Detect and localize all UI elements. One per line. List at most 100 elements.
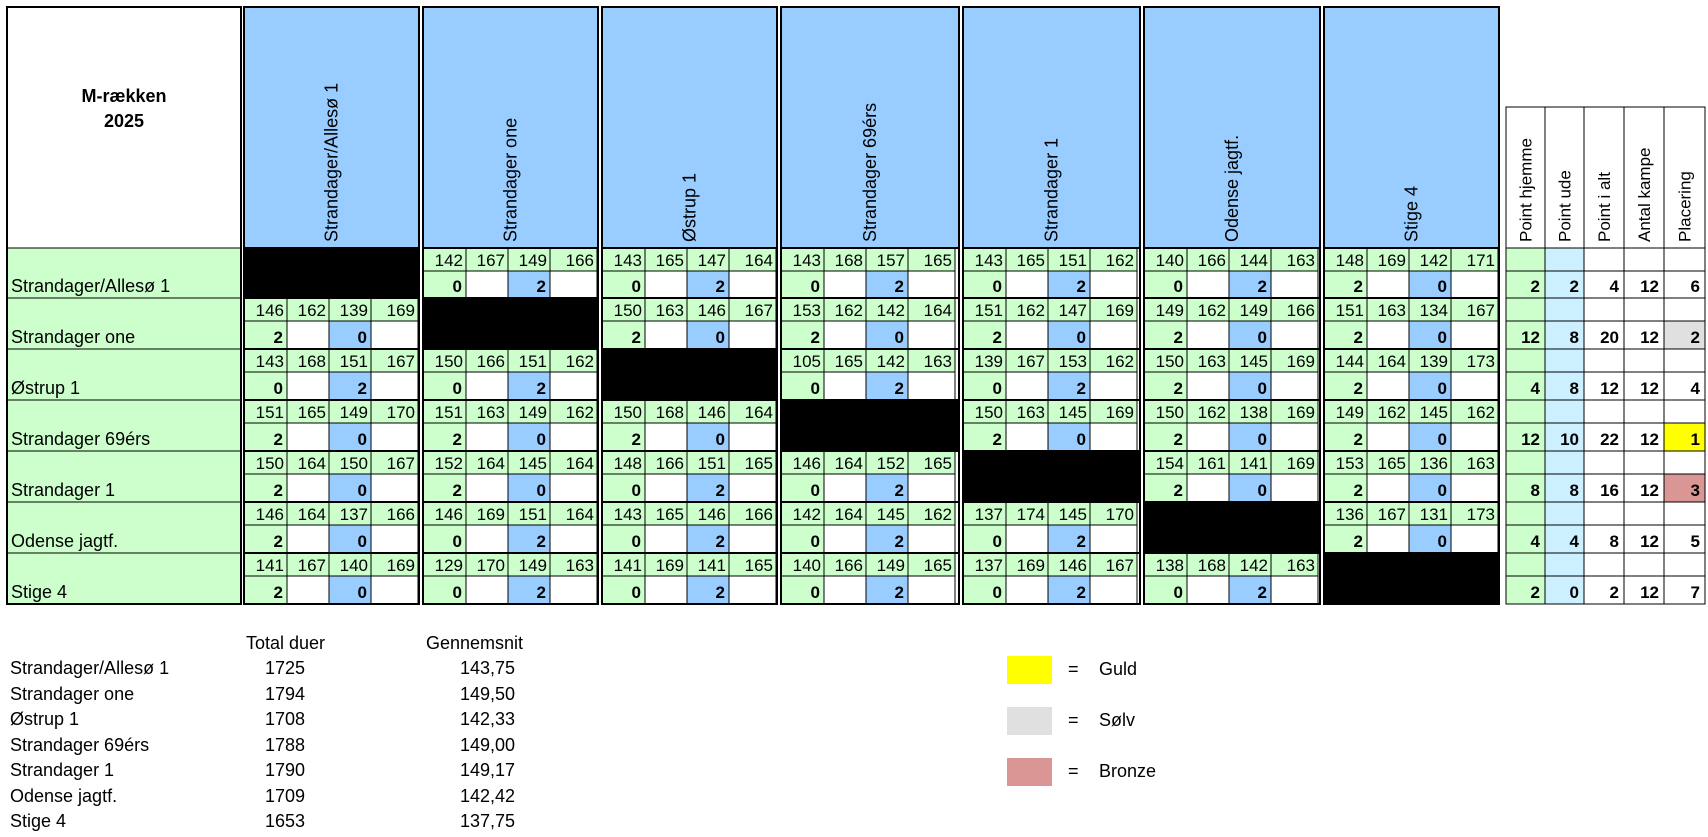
summary-cell xyxy=(1583,473,1625,503)
total-points: 4 xyxy=(1610,277,1620,296)
score-value: 137 xyxy=(975,505,1003,524)
score-value: 140 xyxy=(1156,251,1184,270)
home-point-value: 2 xyxy=(1174,481,1183,500)
away-point-value: 2 xyxy=(1258,277,1267,296)
away-point-value: 2 xyxy=(1258,583,1267,602)
score-value: 146 xyxy=(1059,556,1087,575)
point-cell xyxy=(1270,422,1319,452)
point-cell xyxy=(1450,270,1499,299)
score-value: 151 xyxy=(698,454,726,473)
home-point-value: 2 xyxy=(811,328,820,347)
point-cell xyxy=(286,524,330,554)
score-value: 149 xyxy=(519,403,547,422)
home-point-value: 2 xyxy=(274,430,283,449)
score-value: 149 xyxy=(877,556,905,575)
home-point-value: 2 xyxy=(1354,379,1363,398)
score-value: 165 xyxy=(924,251,952,270)
away-points: 8 xyxy=(1570,328,1579,347)
summary-header-0 xyxy=(1505,106,1546,249)
score-value: 169 xyxy=(1017,556,1045,575)
home-points: 12 xyxy=(1521,328,1540,347)
score-value: 164 xyxy=(477,454,505,473)
score-value: 162 xyxy=(835,301,863,320)
match-block-border xyxy=(601,552,778,605)
score-value: 140 xyxy=(793,556,821,575)
score-value: 136 xyxy=(1336,505,1364,524)
score-value: 141 xyxy=(1240,454,1268,473)
score-value: 146 xyxy=(793,454,821,473)
point-cell xyxy=(422,575,467,605)
score-value: 166 xyxy=(835,556,863,575)
score-value: 150 xyxy=(1156,352,1184,371)
point-cell xyxy=(286,371,330,401)
home-point-value: 2 xyxy=(1174,328,1183,347)
away-point-value: 0 xyxy=(1258,379,1267,398)
score-value: 162 xyxy=(1106,251,1134,270)
score-value: 163 xyxy=(656,301,684,320)
score-value: 150 xyxy=(340,454,368,473)
score-value: 138 xyxy=(1240,403,1268,422)
home-point-value: 0 xyxy=(1174,277,1183,296)
score-value: 163 xyxy=(566,556,594,575)
score-value: 148 xyxy=(614,454,642,473)
score-value: 163 xyxy=(1198,352,1226,371)
stats-team-name: Østrup 1 xyxy=(10,709,80,729)
home-point-value: 2 xyxy=(1174,430,1183,449)
home-point-value: 2 xyxy=(274,481,283,500)
point-cell xyxy=(728,524,777,554)
match-block-border xyxy=(962,552,1141,605)
score-value: 148 xyxy=(1336,251,1364,270)
stats-team-name: Odense jagtf. xyxy=(10,785,118,806)
home-point-value: 0 xyxy=(274,379,283,398)
away-point-value: 0 xyxy=(1438,532,1447,551)
score-value: 164 xyxy=(835,454,863,473)
home-point-value: 2 xyxy=(1354,328,1363,347)
point-cell xyxy=(422,524,467,554)
away-point-value: 0 xyxy=(358,532,367,551)
away-point-value: 0 xyxy=(1438,277,1447,296)
home-points: 12 xyxy=(1521,430,1540,449)
away-point-value: 2 xyxy=(537,532,546,551)
summary-cell xyxy=(1544,524,1585,554)
score-value: 146 xyxy=(698,403,726,422)
stats-total: 1725 xyxy=(265,658,306,678)
score-value: 142 xyxy=(435,251,463,270)
placement-cell xyxy=(1663,473,1706,503)
score-value: 169 xyxy=(1287,454,1315,473)
score-value: 163 xyxy=(1378,301,1406,320)
point-cell xyxy=(549,270,598,299)
summary-cell xyxy=(1623,320,1665,350)
away-point-value: 0 xyxy=(1258,481,1267,500)
score-value: 169 xyxy=(1378,251,1406,270)
home-point-value: 0 xyxy=(993,277,1002,296)
away-point-value: 0 xyxy=(1077,328,1086,347)
point-cell xyxy=(686,422,730,452)
home-point-value: 0 xyxy=(993,379,1002,398)
score-value: 142 xyxy=(793,505,821,524)
summary-cell xyxy=(1583,524,1625,554)
point-cell xyxy=(1089,575,1138,605)
point-cell xyxy=(1089,270,1138,299)
away-point-value: 2 xyxy=(537,379,546,398)
score-value: 166 xyxy=(566,251,594,270)
legend-equals: = xyxy=(1068,659,1079,679)
summary-header-label: Point hjemme xyxy=(1517,138,1536,242)
score-value: 164 xyxy=(566,454,594,473)
score-value: 141 xyxy=(256,556,284,575)
score-value: 165 xyxy=(1378,454,1406,473)
point-cell xyxy=(1089,320,1138,350)
home-point-value: 2 xyxy=(632,430,641,449)
away-points: 8 xyxy=(1570,379,1579,398)
home-point-value: 2 xyxy=(274,532,283,551)
point-cell xyxy=(962,371,1007,401)
point-cell xyxy=(1270,270,1319,299)
stats-team-name: Strandager 69érs xyxy=(10,734,150,755)
legend-swatch xyxy=(1007,758,1052,786)
score-value: 149 xyxy=(519,556,547,575)
summary-cell xyxy=(1544,422,1585,452)
point-cell xyxy=(780,575,825,605)
score-value: 164 xyxy=(924,301,952,320)
point-cell xyxy=(644,473,688,503)
score-value: 161 xyxy=(1198,454,1226,473)
score-value: 147 xyxy=(698,251,726,270)
